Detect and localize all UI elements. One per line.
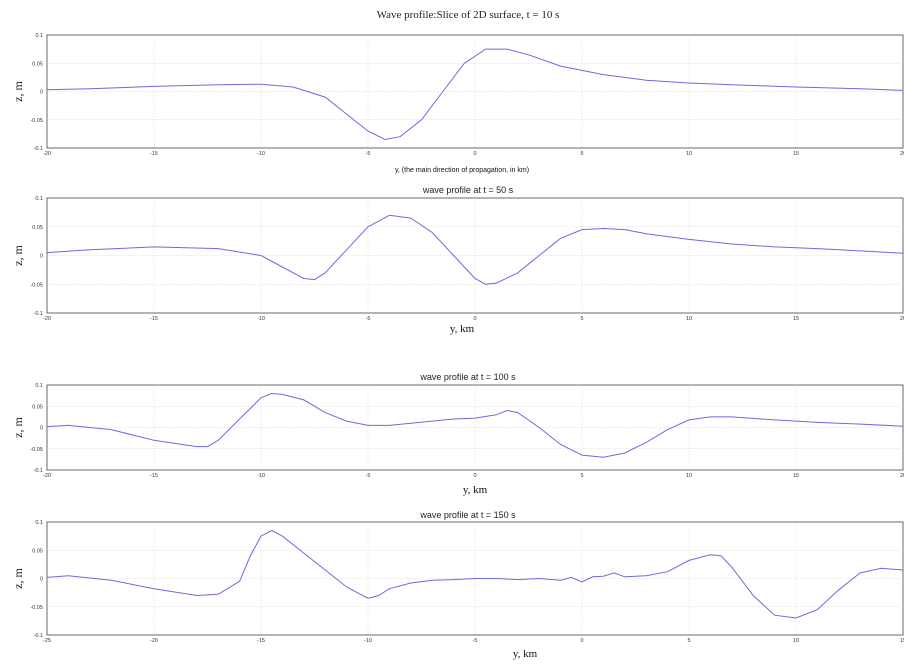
y-tick-label: -0.1	[34, 311, 43, 317]
x-tick-label: 5	[580, 151, 583, 157]
x-axis-label: y, km	[450, 323, 475, 335]
y-axis-label: z, m	[11, 81, 25, 102]
x-tick-label: -5	[473, 638, 478, 644]
wave-profile-line	[46, 392, 904, 458]
y-tick-label: 0	[40, 254, 43, 260]
x-tick-label: 0	[580, 638, 583, 644]
x-tick-label: 10	[686, 316, 692, 322]
x-tick-label: 15	[793, 473, 799, 479]
x-tick-label: 20	[900, 151, 904, 157]
y-tick-label: -0.1	[34, 633, 43, 639]
x-tick-label: -20	[43, 473, 51, 479]
x-tick-label: -20	[150, 638, 158, 644]
x-axis-label: y, km	[513, 648, 538, 660]
x-tick-label: 0	[473, 316, 476, 322]
x-tick-label: -10	[257, 316, 265, 322]
y-tick-label: 0.1	[35, 196, 43, 202]
x-tick-label: -15	[150, 151, 158, 157]
x-tick-label: 5	[580, 473, 583, 479]
x-tick-label: 10	[793, 638, 799, 644]
y-tick-label: 0	[40, 577, 43, 583]
y-tick-label: 0.1	[35, 520, 43, 526]
x-tick-label: -25	[43, 638, 51, 644]
panel-t100: wave profile at t = 100 s -20 -15 -10 -5 0 5 1…	[11, 372, 904, 496]
chart-title: Wave profile:Slice of 2D surface, t = 10…	[377, 9, 560, 21]
x-tick-label: -15	[257, 638, 265, 644]
x-tick-label: -5	[366, 151, 371, 157]
x-tick-label: -10	[257, 473, 265, 479]
y-tick-label: -0.05	[30, 118, 43, 124]
y-tick-label: 0.05	[32, 61, 43, 67]
x-tick-label: 20	[900, 316, 904, 322]
panel-t150: wave profile at t = 150 s -25 -20 -15 -10 -5…	[11, 510, 904, 660]
y-tick-label: 0	[40, 90, 43, 96]
y-tick-label: -0.1	[34, 468, 43, 474]
y-tick-label: 0.05	[32, 225, 43, 231]
x-tick-label: 10	[686, 473, 692, 479]
x-tick-label: -5	[366, 316, 371, 322]
chart-title: wave profile at t = 150 s	[419, 510, 516, 520]
x-tick-label: -15	[150, 316, 158, 322]
x-tick-label: 0	[473, 151, 476, 157]
x-tick-label: -20	[43, 151, 51, 157]
x-axis-label: y, (the main direction of propagation, i…	[395, 167, 529, 174]
y-tick-label: 0.1	[35, 383, 43, 389]
y-tick-label: 0.05	[32, 548, 43, 554]
x-tick-label: 5	[687, 638, 690, 644]
y-tick-label: 0.1	[35, 33, 43, 39]
x-tick-label: 5	[580, 316, 583, 322]
x-tick-label: -10	[257, 151, 265, 157]
x-tick-label: 15	[793, 151, 799, 157]
y-tick-label: 0	[40, 426, 43, 432]
wave-profile-line	[46, 48, 904, 141]
y-tick-label: -0.05	[30, 605, 43, 611]
y-axis-label: z, m	[11, 568, 25, 589]
x-tick-label: 20	[900, 473, 904, 479]
wave-profile-line	[46, 214, 904, 285]
x-tick-label: -20	[43, 316, 51, 322]
x-tick-label: 15	[793, 316, 799, 322]
x-tick-label: 15	[900, 638, 904, 644]
x-tick-label: 0	[473, 473, 476, 479]
y-tick-label: -0.05	[30, 447, 43, 453]
y-tick-label: -0.1	[34, 146, 43, 152]
wave-profile-line	[46, 529, 904, 619]
x-tick-label: -15	[150, 473, 158, 479]
y-axis-label: z, m	[11, 417, 25, 438]
panel-t50: wave profile at t = 50 s -20 -15 -10 -5 0 5 10…	[11, 185, 904, 335]
y-tick-label: 0.05	[32, 404, 43, 410]
chart-title: wave profile at t = 100 s	[419, 372, 516, 382]
x-tick-label: -5	[366, 473, 371, 479]
chart-title: wave profile at t = 50 s	[422, 185, 514, 195]
x-axis-label: y, km	[463, 484, 488, 496]
panel-t10: Wave profile:Slice of 2D surface, t = 10…	[11, 9, 904, 174]
y-tick-label: -0.05	[30, 282, 43, 288]
x-tick-label: -10	[364, 638, 372, 644]
x-tick-label: 10	[686, 151, 692, 157]
y-axis-label: z, m	[11, 245, 25, 266]
